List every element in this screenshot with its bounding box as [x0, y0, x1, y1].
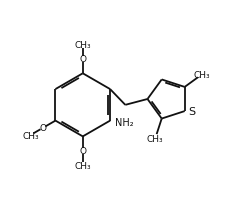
Text: O: O	[79, 55, 86, 64]
Text: O: O	[79, 147, 86, 156]
Text: CH₃: CH₃	[147, 135, 163, 144]
Text: CH₃: CH₃	[74, 41, 91, 50]
Text: NH₂: NH₂	[115, 117, 134, 127]
Text: CH₃: CH₃	[194, 70, 210, 79]
Text: CH₃: CH₃	[74, 161, 91, 170]
Text: CH₃: CH₃	[22, 131, 39, 140]
Text: O: O	[39, 124, 46, 133]
Text: S: S	[188, 106, 195, 116]
